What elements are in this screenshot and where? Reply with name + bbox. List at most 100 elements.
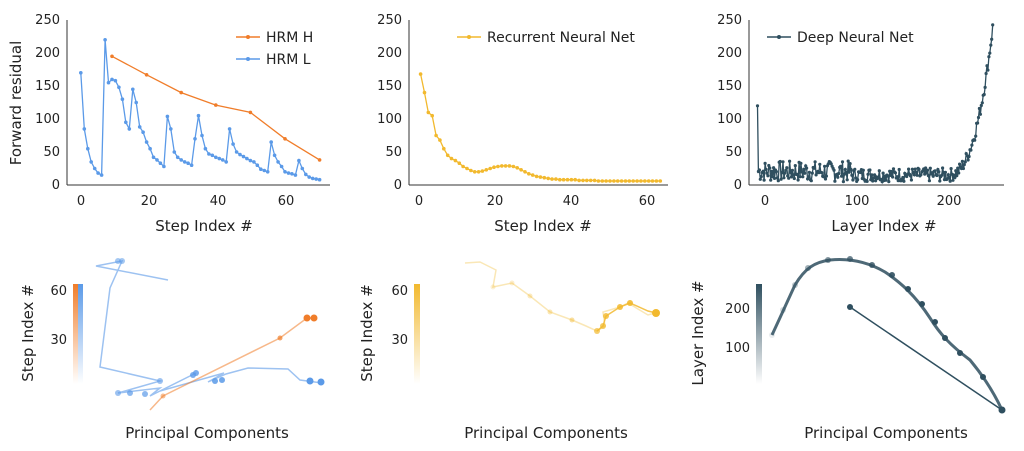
deep-neural-net-point [984,71,988,76]
trajectory-line-rnn [464,261,656,332]
recurrent-neural-net-point [465,166,469,171]
recurrent-neural-net-point [476,170,481,174]
deep-neural-net-point [787,176,791,180]
legend-label-hrm-h: HRM H [266,30,313,46]
deep-neural-net-point [824,174,829,178]
recurrent-neural-net-point [600,179,605,183]
x-axis-label: Principal Components [804,424,968,442]
x-axis-label: Step Index # [494,217,592,235]
hrm-l-point [217,156,222,161]
hrm-l-point [241,154,246,159]
deep-neural-net-point [881,171,885,175]
trajectory-point [594,328,600,334]
recurrent-neural-net-point [418,72,423,76]
hrm-h-point [317,158,322,162]
deep-neural-net-point [798,175,802,179]
deep-neural-net-point [976,115,981,120]
y-tick-label: 50 [43,145,60,160]
deep-neural-net-point [961,166,966,171]
deep-neural-net-point [915,173,919,177]
deep-neural-net-point [955,174,959,178]
recurrent-neural-net-point [527,172,531,176]
deep-neural-net-point [910,167,915,171]
deep-neural-net-point [958,162,962,166]
deep-neural-net-point [956,166,960,170]
hrm-l-point [193,137,197,141]
recurrent-neural-net-point [538,175,543,179]
hrm-l-point [317,177,322,182]
deep-neural-net-point [775,176,779,180]
recurrent-neural-net-point [635,179,639,183]
recurrent-neural-net-point [515,166,519,170]
deep-neural-net-point [768,166,772,170]
hrm-l-point [182,160,187,164]
deep-neural-net-point [908,174,913,178]
y-tick-label: 0 [52,178,60,193]
deep-neural-net-point [974,134,978,138]
colorbar-hrm-h [73,284,78,384]
recurrent-neural-net-point [650,179,655,183]
recurrent-neural-net-point [565,177,570,182]
hrm-l-point [82,127,87,131]
x-ticks: 0 20 40 60 [415,194,655,209]
deep-neural-net-point [770,169,774,173]
hrm-l-point [224,160,228,164]
hrm-l-point [307,175,312,179]
recurrent-neural-net-point [534,174,539,179]
deep-neural-net-point [796,178,800,182]
trajectory-point [190,372,196,378]
deep-neural-net-point [948,179,952,183]
deep-neural-net-point [836,175,840,179]
y-axis-label: Step Index # [19,284,37,382]
deep-neural-net-point [970,143,974,147]
trajectory-point [942,335,948,341]
y-tick-label: 250 [717,13,742,28]
hrm-l-point [300,166,305,171]
panel-rnn-residual: 0 50 100 150 200 250 0 20 40 60 Step Ind… [377,13,668,235]
deep-neural-net-point [840,160,845,164]
deep-neural-net-point [780,170,784,175]
recurrent-neural-net-point [619,179,624,183]
deep-neural-net-point [979,103,983,108]
trajectory-point [317,378,325,386]
deep-neural-net-point [829,162,833,166]
legend-marker [246,35,250,39]
legend-label-dnn: Deep Neural Net [797,30,914,46]
hrm-l-point [103,38,107,42]
deep-neural-net-point [976,121,980,125]
hrm-l-point [155,158,159,162]
y-tick-label: 100 [717,112,742,127]
deep-neural-net-point [941,166,945,170]
recurrent-neural-net-point [546,176,550,181]
deep-neural-net-point [962,163,966,167]
deep-neural-net-point [803,171,807,175]
rnn-plot-area [418,72,663,183]
recurrent-neural-net-point [639,179,643,183]
deep-neural-net-point [772,176,777,180]
deep-neural-net-point [969,148,973,152]
deep-neural-net-point [909,178,914,182]
hrm-l-point [286,171,291,175]
trajectory-point [905,286,911,292]
deep-neural-net-point [943,170,948,174]
deep-neural-net-point [876,176,881,180]
recurrent-neural-net-point [442,146,446,151]
deep-neural-net-point [874,179,878,183]
deep-neural-net-point [800,170,804,174]
deep-neural-net-point [782,176,786,180]
deep-neural-net-point [774,170,779,174]
x-axis-label: Layer Index # [831,217,936,235]
deep-neural-net-point [847,170,851,174]
deep-neural-net-point [850,173,854,177]
recurrent-neural-net-line [419,73,661,182]
hrm-l-point [117,85,121,90]
trajectory-rnn [464,261,660,334]
deep-neural-net-point [989,43,993,47]
trajectory-jump-dnn [849,306,1003,411]
deep-neural-net-point [990,37,994,41]
colorbar-tick-label: 30 [391,333,408,348]
deep-neural-net-point [935,173,939,178]
trajectory-point [957,350,963,356]
trajectory-line-hrm-l [95,259,323,397]
recurrent-neural-net-point [461,164,465,169]
